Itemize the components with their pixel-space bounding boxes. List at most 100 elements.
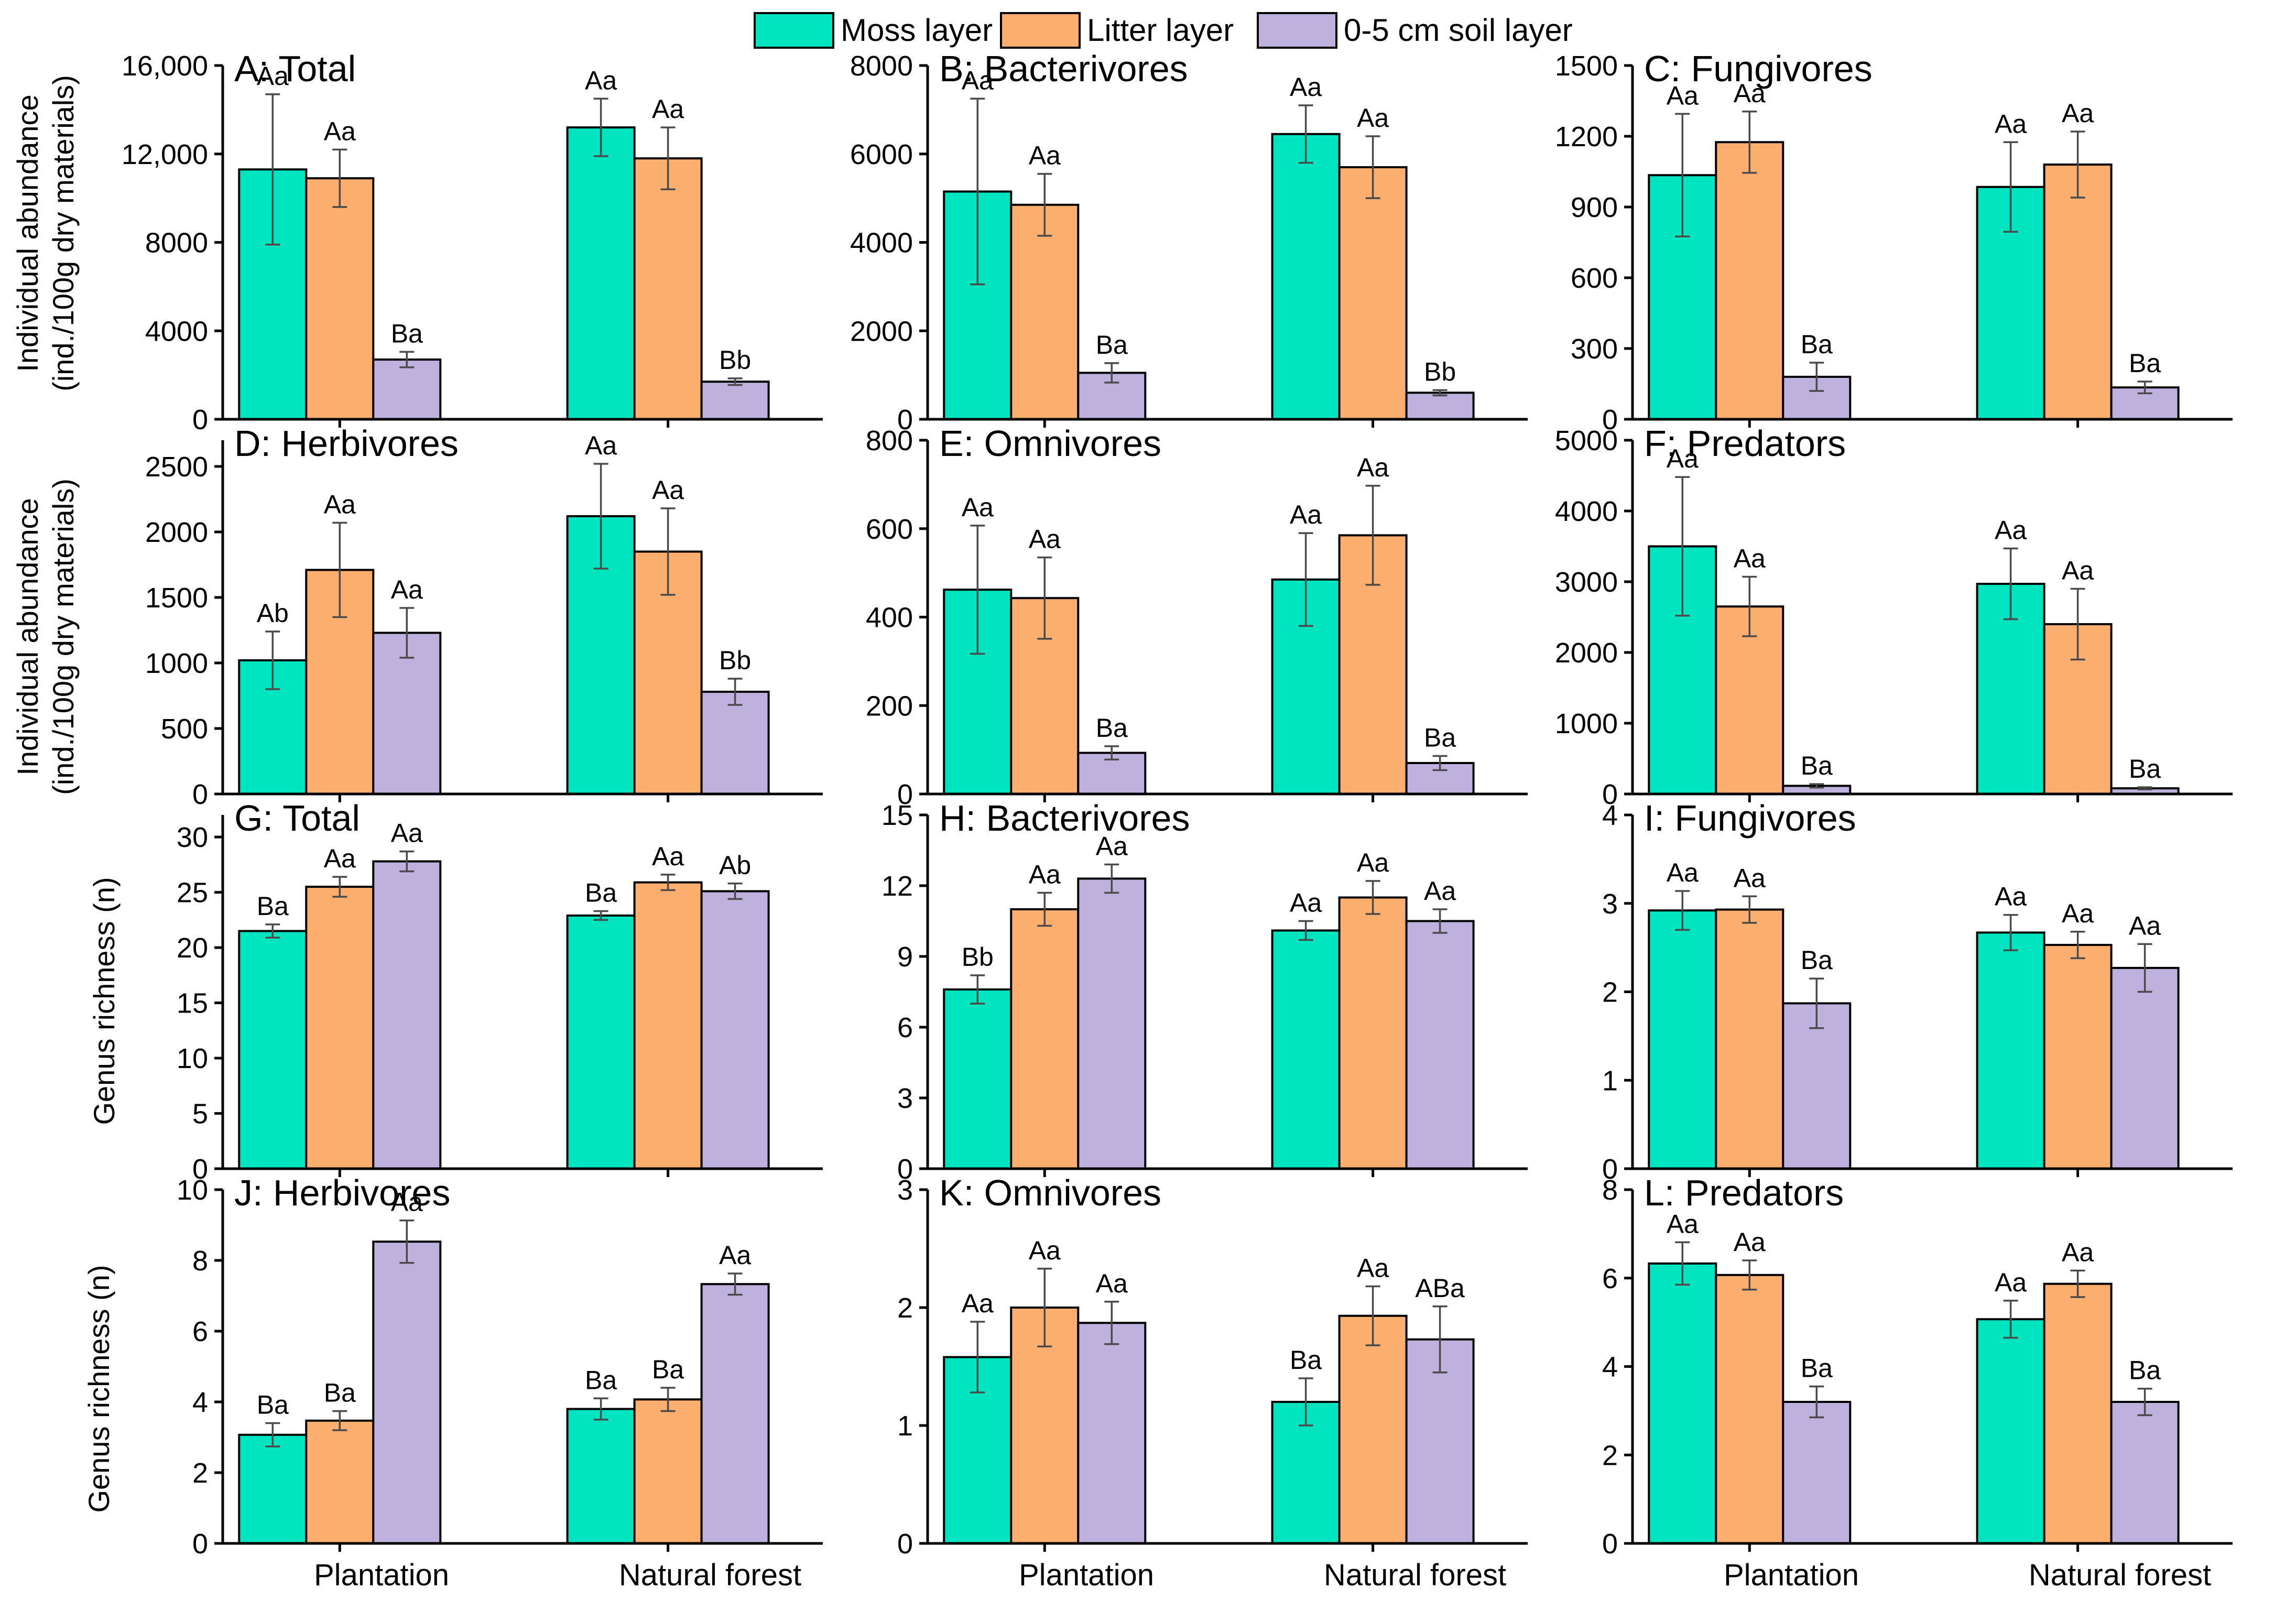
bar-l-soil-plantation — [1782, 1401, 1852, 1544]
y-tick-label-f-1: 1000 — [1555, 708, 1618, 739]
panel-title-i: I: Fungivores — [1644, 798, 1856, 839]
y-label-abundance-bottom-line2: (ind./100g dry materials) — [47, 478, 80, 795]
sig-label-g-moss-1: Ba — [585, 878, 617, 908]
error-bar-d-soil-0 — [399, 607, 415, 659]
bar-l-litter-natural-forest — [2043, 1282, 2113, 1544]
y-tick-label-j-3: 6 — [192, 1316, 208, 1347]
error-bar-d-moss-0 — [265, 630, 280, 690]
bar-i-moss-plantation — [1648, 909, 1717, 1170]
bar-h-soil-natural-forest — [1405, 920, 1475, 1170]
error-bar-h-soil-1 — [1432, 908, 1448, 934]
error-bar-h-moss-0 — [970, 974, 985, 1005]
panel-h: Bb Aa Aa Aa Aa Aa 0 3 6 9 12 15 H: Bacterivores — [882, 798, 1528, 1185]
bar-b-soil-natural-forest — [1405, 391, 1475, 420]
error-bar-b-moss-0 — [970, 97, 985, 286]
panel-g: Ba Aa Aa Ba Aa Ab 0 5 10 15 20 25 30 G: Total — [177, 798, 823, 1185]
bar-g-litter-plantation — [305, 886, 375, 1170]
error-bar-f-soil-0 — [1809, 783, 1824, 789]
sig-label-f-litter-0: Aa — [1734, 544, 1766, 573]
sig-label-k-soil-0: Aa — [1096, 1269, 1128, 1298]
error-bar-e-litter-1 — [1365, 485, 1380, 586]
x-category-plantation-col3: Plantation — [1724, 1558, 1859, 1592]
legend-swatch-moss — [754, 12, 834, 49]
y-tick-label-h-1: 3 — [897, 1083, 913, 1114]
bar-a-soil-natural-forest — [700, 380, 770, 420]
x-category-natural-forest-col2: Natural forest — [1324, 1558, 1506, 1592]
sig-label-l-soil-1: Ba — [2129, 1356, 2161, 1385]
bar-h-moss-plantation — [943, 988, 1013, 1170]
error-bar-a-moss-0 — [265, 93, 280, 246]
error-bar-g-litter-1 — [660, 874, 676, 891]
y-tick-label-f-4: 4000 — [1555, 496, 1618, 527]
sig-label-i-moss-1: Aa — [1995, 882, 2027, 911]
y-tick-label-d-3: 1500 — [145, 582, 208, 614]
y-tick-label-b-4: 8000 — [850, 50, 913, 82]
y-tick-label-k-3: 3 — [897, 1174, 913, 1206]
error-bar-i-litter-1 — [2070, 931, 2085, 960]
panel-title-e: E: Omnivores — [939, 423, 1161, 464]
sig-label-k-soil-1: ABa — [1415, 1274, 1465, 1303]
error-bar-k-soil-1 — [1432, 1305, 1448, 1374]
bar-i-litter-plantation — [1715, 908, 1784, 1170]
sig-label-b-soil-0: Ba — [1096, 330, 1128, 360]
error-bar-l-soil-1 — [2137, 1387, 2152, 1417]
bar-h-moss-natural-forest — [1271, 929, 1341, 1170]
sig-label-e-soil-0: Ba — [1096, 713, 1128, 743]
y-tick-label-c-4: 1200 — [1555, 121, 1618, 153]
error-bar-i-soil-0 — [1809, 977, 1824, 1029]
panel-d: Ab Aa Aa Aa Aa Bb 0 500 1000 1500 2000 2500 D: Herbi… — [145, 423, 823, 810]
error-bar-g-litter-0 — [332, 876, 347, 898]
error-bar-a-litter-0 — [332, 148, 347, 208]
sig-label-l-litter-0: Aa — [1734, 1227, 1766, 1257]
y-tick-label-f-5: 5000 — [1555, 425, 1618, 456]
error-bar-f-litter-1 — [2070, 587, 2085, 661]
error-bar-i-litter-0 — [1742, 895, 1757, 924]
y-tick-label-h-2: 6 — [897, 1012, 913, 1043]
sig-label-f-moss-0: Aa — [1667, 444, 1699, 473]
sig-label-j-soil-1: Aa — [719, 1240, 751, 1270]
y-tick-label-h-0: 0 — [897, 1153, 913, 1185]
error-bar-h-soil-0 — [1104, 863, 1119, 894]
y-label-abundance-bottom-line1: Individual abundance — [11, 498, 44, 775]
sig-label-l-litter-1: Aa — [2062, 1237, 2094, 1267]
panel-title-h: H: Bacterivores — [939, 798, 1190, 839]
error-bar-d-litter-0 — [332, 521, 347, 618]
bar-b-litter-plantation — [1010, 203, 1080, 420]
panel-a: Aa Aa Ba Aa Aa Bb 0 4000 8000 12,000 16,000 A: Tota… — [122, 48, 823, 436]
sig-label-i-litter-0: Aa — [1734, 863, 1766, 892]
y-tick-label-g-2: 10 — [177, 1043, 208, 1074]
bar-c-litter-natural-forest — [2043, 164, 2113, 420]
legend-label-moss: Moss layer — [841, 13, 993, 48]
bar-g-soil-plantation — [372, 860, 442, 1170]
error-bar-c-moss-0 — [1675, 113, 1690, 237]
y-tick-label-g-5: 25 — [177, 877, 208, 909]
bar-k-soil-plantation — [1077, 1322, 1147, 1544]
sig-label-l-soil-0: Ba — [1801, 1353, 1833, 1383]
x-category-plantation-col2: Plantation — [1019, 1558, 1154, 1592]
error-bar-f-moss-1 — [2003, 547, 2018, 621]
error-bar-a-soil-1 — [727, 377, 743, 386]
legend-label-litter: Litter layer — [1087, 13, 1234, 48]
bar-g-litter-natural-forest — [633, 881, 703, 1170]
bar-h-litter-natural-forest — [1338, 896, 1408, 1170]
bar-i-soil-plantation — [1782, 1002, 1852, 1170]
error-bar-j-litter-1 — [660, 1387, 676, 1412]
error-bar-b-litter-0 — [1037, 172, 1052, 237]
sig-label-d-litter-0: Aa — [324, 490, 356, 519]
y-tick-label-f-3: 3000 — [1555, 567, 1618, 598]
panel-title-l: L: Predators — [1644, 1172, 1844, 1213]
y-tick-label-d-5: 2500 — [145, 451, 208, 483]
sig-label-f-soil-0: Ba — [1801, 751, 1833, 780]
bar-j-soil-natural-forest — [700, 1283, 770, 1545]
y-tick-label-a-1: 4000 — [145, 315, 208, 347]
bar-a-soil-plantation — [372, 358, 442, 420]
sig-label-b-soil-1: Bb — [1424, 357, 1456, 386]
bar-k-soil-natural-forest — [1405, 1338, 1475, 1544]
sig-label-d-moss-0: Ab — [257, 598, 289, 628]
sig-label-d-soil-1: Bb — [719, 646, 751, 675]
y-tick-label-l-2: 4 — [1602, 1352, 1618, 1383]
panel-c: Aa Aa Ba Aa Aa Ba 0 300 600 900 1200 1500 C: Fungivo… — [1555, 48, 2233, 436]
bar-l-soil-natural-forest — [2110, 1401, 2180, 1544]
y-tick-label-f-2: 2000 — [1555, 637, 1618, 669]
sig-label-g-litter-1: Aa — [652, 842, 684, 871]
